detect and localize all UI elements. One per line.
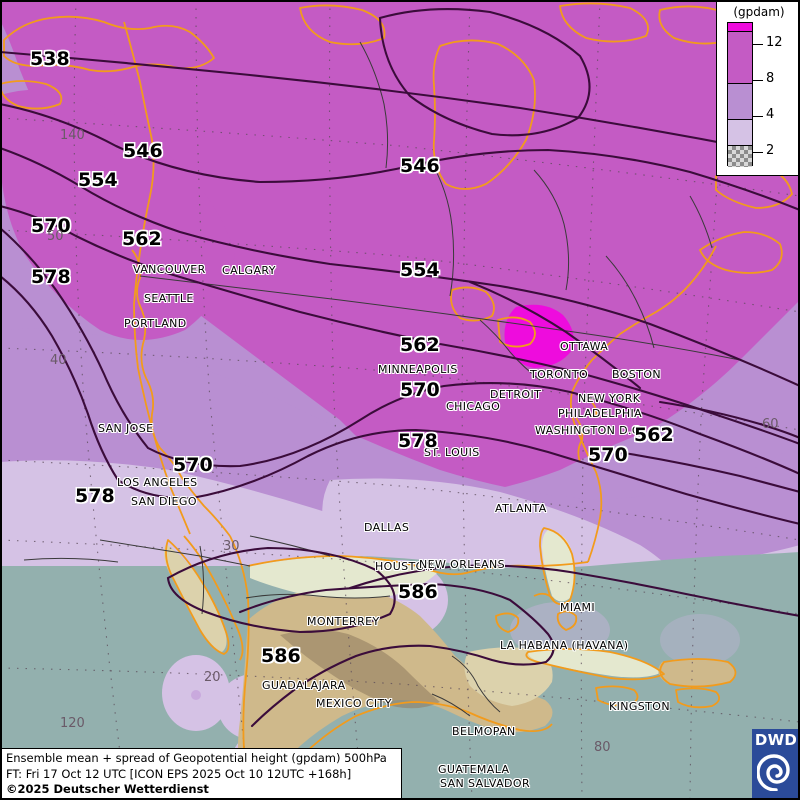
legend-band-4-8 <box>728 83 752 119</box>
caption-box: Ensemble mean + spread of Geopotential h… <box>0 748 402 800</box>
land-cuba <box>528 648 662 678</box>
spread-caribbean-lobe <box>510 602 610 658</box>
legend-tick-label: 4 <box>766 107 775 122</box>
ocean-pacific <box>0 566 255 800</box>
legend-tick-label: 12 <box>766 35 783 50</box>
contour-554 <box>0 146 800 388</box>
spread-region-above-12-hotspot <box>504 304 574 368</box>
spread-antilles-lobe <box>660 614 740 666</box>
spread-region-8-12 <box>0 0 800 496</box>
spread-region-8-12-northwest <box>0 89 235 340</box>
caption-line-copyright: ©2025 Deutscher Wetterdienst <box>6 781 209 796</box>
legend-tick-label: 8 <box>766 71 775 86</box>
spiral-icon <box>757 754 790 791</box>
land-hispaniola <box>658 659 735 687</box>
spread-ocean-core-1 <box>191 690 201 700</box>
contour-arc-ottawa <box>468 280 642 390</box>
legend-band-2-4 <box>728 119 752 145</box>
contour-578 <box>0 274 800 526</box>
contour-570-east <box>616 450 800 494</box>
dwd-logo: DWD <box>752 729 800 800</box>
colorbar-legend[interactable]: (gpdam) 12 8 4 2 <box>716 0 800 176</box>
caption-line-title: Ensemble mean + spread of Geopotential h… <box>6 751 387 766</box>
legend-tick-label: 2 <box>766 143 775 158</box>
contour-546-north <box>378 8 591 137</box>
contour-546 <box>0 102 800 212</box>
legend-tick-mark <box>753 152 763 153</box>
legend-band-above-12 <box>728 23 752 31</box>
legend-band-below-2-checker <box>728 145 752 167</box>
contour-586-ring <box>166 546 396 634</box>
caption-line-forecast-time: FT: Fri 17 Oct 12 UTC [ICON EPS 2025 Oct… <box>6 766 352 781</box>
contour-570-west <box>0 226 800 476</box>
contour-586 <box>238 582 555 728</box>
contour-586-gulf <box>348 564 800 618</box>
legend-tick-mark <box>753 116 763 117</box>
legend-tick-mark <box>753 44 763 45</box>
legend-tick-mark <box>753 80 763 81</box>
contour-538 <box>0 50 800 160</box>
geopotential-contours <box>0 8 800 728</box>
legend-band-8-12 <box>728 31 752 83</box>
dwd-logo-text: DWD <box>754 731 798 749</box>
land-mexico-highlands <box>280 629 440 709</box>
legend-title: (gpdam) <box>733 5 785 19</box>
legend-colorbar <box>727 22 753 167</box>
contour-562-east <box>658 400 800 440</box>
land-yucatan <box>464 647 553 706</box>
